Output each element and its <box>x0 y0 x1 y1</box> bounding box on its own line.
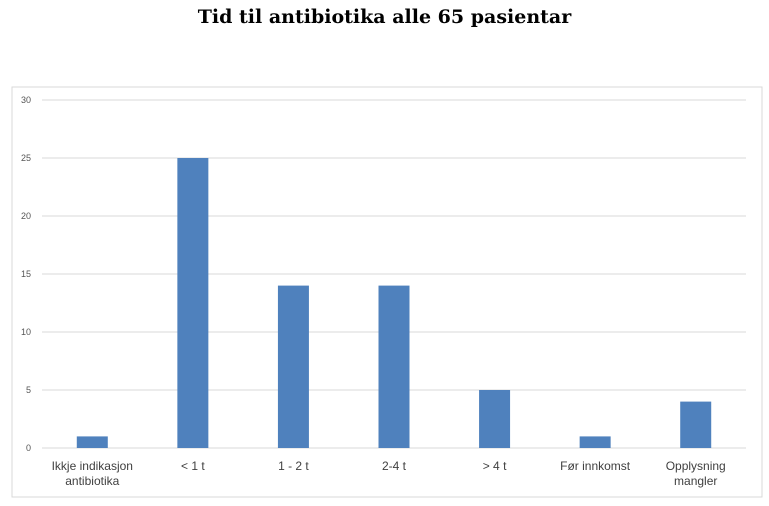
x-tick-label: 1 - 2 t <box>278 459 309 473</box>
y-tick-label: 30 <box>21 95 31 105</box>
bar <box>479 390 511 448</box>
x-tick-label: < 1 t <box>181 459 205 473</box>
bar <box>277 285 309 448</box>
bar <box>680 401 712 448</box>
y-tick-label: 25 <box>21 153 31 163</box>
bars <box>76 158 712 448</box>
y-tick-label: 20 <box>21 211 31 221</box>
y-tick-label: 15 <box>21 269 31 279</box>
x-tick-label: Opplysning mangler <box>666 459 726 488</box>
bar <box>579 436 611 448</box>
chart-title: Tid til antibiotika alle 65 pasientar <box>197 6 572 28</box>
y-tick-label: 5 <box>26 385 31 395</box>
y-tick-label: 0 <box>26 443 31 453</box>
x-tick-label: > 4 t <box>483 459 507 473</box>
bar <box>378 285 410 448</box>
x-axis-ticks: Ikkje indikasjon antibiotika < 1 t 1 - 2 t 2… <box>52 459 726 488</box>
bar <box>76 436 108 448</box>
plot-border <box>11 86 763 498</box>
x-tick-label: 2-4 t <box>382 459 407 473</box>
y-axis-ticks: 0 5 10 15 20 25 30 <box>21 95 31 453</box>
y-tick-label: 10 <box>21 327 31 337</box>
x-tick-label: Før innkomst <box>560 459 631 473</box>
x-tick-label: Ikkje indikasjon antibiotika <box>52 459 133 488</box>
bar <box>177 158 209 448</box>
